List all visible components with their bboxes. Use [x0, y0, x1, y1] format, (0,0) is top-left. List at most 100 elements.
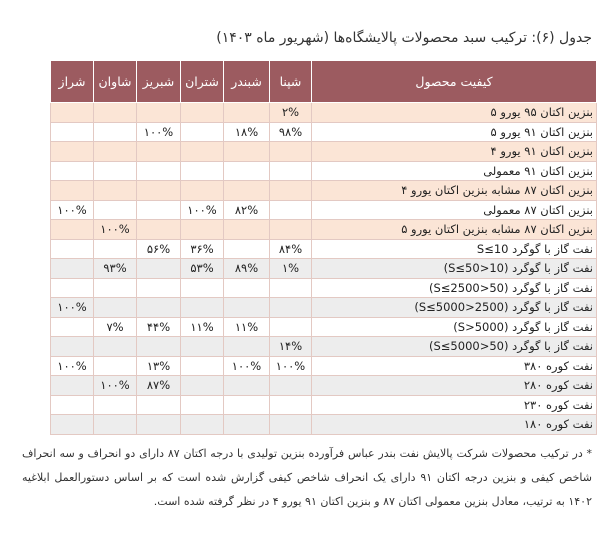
share-cell — [136, 219, 181, 240]
column-header: شتران — [180, 60, 224, 103]
share-cell — [50, 238, 94, 259]
share-cell — [180, 336, 224, 357]
share-cell — [180, 297, 224, 318]
product-cell: نفت گاز با گوگرد (S>5000) — [311, 316, 597, 337]
share-cell: ۹۸% — [269, 121, 312, 142]
share-cell: ۳۶% — [180, 238, 224, 259]
table-row: نفت گاز با گوگرد (50<S≤5000) ۱۴% — [50, 336, 597, 357]
share-cell — [93, 160, 137, 181]
product-cell: بنزین اکتان ۸۷ مشابه بنزین اکتان یورو ۵ — [311, 219, 597, 240]
share-cell: ۱۴% — [269, 336, 312, 357]
share-cell — [223, 336, 270, 357]
share-cell — [269, 297, 312, 318]
share-cell — [269, 414, 312, 435]
share-cell — [93, 102, 137, 123]
share-cell: ۸۹% — [223, 258, 270, 279]
share-cell — [223, 219, 270, 240]
share-cell — [223, 414, 270, 435]
column-header: شپنا — [269, 60, 312, 103]
product-cell: بنزین اکتان ۹۱ یورو ۴ — [311, 141, 597, 162]
share-cell — [136, 297, 181, 318]
column-header: شاوان — [93, 60, 137, 103]
table-row: نفت کوره ۲۸۰ ۸۷% ۱۰۰% — [50, 375, 597, 396]
share-cell — [136, 199, 181, 220]
share-cell: ۱۰۰% — [136, 121, 181, 142]
table-row: نفت گاز با گوگرد (50<S≤2500) — [50, 277, 597, 298]
share-cell — [223, 141, 270, 162]
share-cell — [50, 316, 94, 337]
share-cell — [269, 219, 312, 240]
share-cell — [93, 277, 137, 298]
share-cell — [223, 297, 270, 318]
share-cell: ۷% — [93, 316, 137, 337]
product-cell: نفت گاز با گوگرد S≤10 — [311, 238, 597, 259]
footnote: * در ترکیب محصولات شرکت پالایش نفت بندر … — [22, 447, 593, 508]
share-cell — [50, 121, 94, 142]
share-cell — [136, 336, 181, 357]
share-cell — [180, 414, 224, 435]
share-cell: ۸۷% — [136, 375, 181, 396]
column-header: شراز — [50, 60, 94, 103]
share-cell — [269, 375, 312, 396]
share-cell: ۱۳% — [136, 355, 181, 376]
product-cell: بنزین اکتان ۹۱ یورو ۵ — [311, 121, 597, 142]
column-header: شبندر — [223, 60, 270, 103]
share-cell — [180, 394, 224, 415]
share-cell — [50, 258, 94, 279]
share-cell — [93, 199, 137, 220]
share-cell — [180, 277, 224, 298]
share-cell — [136, 394, 181, 415]
share-cell: ۱۰۰% — [93, 219, 137, 240]
share-cell: ۱۰۰% — [223, 355, 270, 376]
share-cell — [223, 394, 270, 415]
share-cell — [50, 102, 94, 123]
share-cell — [223, 160, 270, 181]
share-cell: ۵۳% — [180, 258, 224, 279]
share-cell: ۱۸% — [223, 121, 270, 142]
product-cell: نفت گاز با گوگرد (2500<S≤5000) — [311, 297, 597, 318]
share-cell — [180, 102, 224, 123]
table-row: بنزین اکتان ۹۱ معمولی — [50, 160, 597, 181]
share-cell — [50, 219, 94, 240]
table-row: بنزین اکتان ۸۷ معمولی ۸۲% ۱۰۰% ۱۰۰% — [50, 199, 597, 220]
share-cell — [93, 336, 137, 357]
share-cell — [180, 219, 224, 240]
share-cell: ۱۱% — [180, 316, 224, 337]
share-cell: ۱% — [269, 258, 312, 279]
share-cell — [50, 160, 94, 181]
share-cell — [223, 238, 270, 259]
share-cell: ۱۰۰% — [180, 199, 224, 220]
share-cell — [223, 277, 270, 298]
table-title: جدول (۶): ترکیب سبد محصولات پالایشگاه‌ها… — [216, 30, 592, 46]
table-row: بنزین اکتان ۸۷ مشابه بنزین اکتان یورو ۴ — [50, 180, 597, 201]
share-cell — [93, 238, 137, 259]
share-cell — [180, 180, 224, 201]
share-cell: ۱۰۰% — [269, 355, 312, 376]
table-row: نفت گاز با گوگرد S≤10 ۸۴% ۳۶% ۵۶% — [50, 238, 597, 259]
product-cell: نفت گاز با گوگرد (50<S≤2500) — [311, 277, 597, 298]
product-cell: بنزین اکتان ۸۷ معمولی — [311, 199, 597, 220]
table-row: نفت کوره ۲۳۰ — [50, 394, 597, 415]
share-cell — [223, 102, 270, 123]
share-cell — [50, 141, 94, 162]
share-cell — [269, 316, 312, 337]
share-cell — [269, 199, 312, 220]
product-cell: بنزین اکتان ۹۵ یورو ۵ — [311, 102, 597, 123]
product-cell: بنزین اکتان ۸۷ مشابه بنزین اکتان یورو ۴ — [311, 180, 597, 201]
share-cell — [269, 141, 312, 162]
share-cell — [136, 277, 181, 298]
share-cell — [50, 414, 94, 435]
product-cell: نفت کوره ۳۸۰ — [311, 355, 597, 376]
share-cell: ۱۰۰% — [50, 199, 94, 220]
product-cell: نفت گاز با گوگرد (10<S≤50) — [311, 258, 597, 279]
share-cell — [269, 160, 312, 181]
share-cell — [93, 394, 137, 415]
share-cell — [269, 277, 312, 298]
header-row: کیفیت محصول شپنا شبندر شتران شبریز شاوان شراز — [50, 60, 597, 103]
share-cell — [93, 355, 137, 376]
product-cell: نفت گاز با گوگرد (50<S≤5000) — [311, 336, 597, 357]
table-row: نفت کوره ۱۸۰ — [50, 414, 597, 435]
table-row: نفت گاز با گوگرد (10<S≤50) ۱% ۸۹% ۵۳% ۹۳% — [50, 258, 597, 279]
data-table: کیفیت محصول شپنا شبندر شتران شبریز شاوان شراز … — [50, 60, 597, 435]
